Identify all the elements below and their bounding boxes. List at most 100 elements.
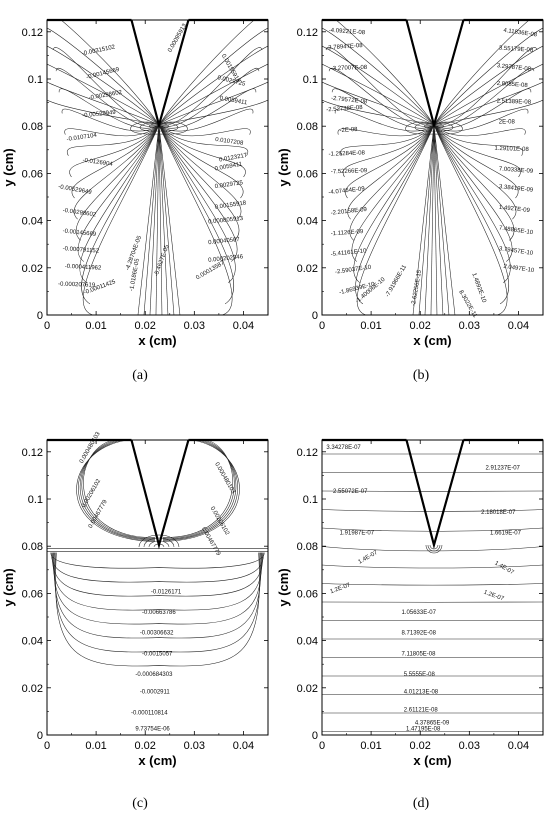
contour-label: 0.0059411 [214, 162, 243, 173]
contour-line [158, 124, 236, 283]
x-axis-label: x (cm) [413, 333, 451, 348]
contour-line [52, 47, 160, 126]
contour-line [412, 124, 435, 315]
electrode-wall [130, 439, 190, 550]
contour-label: 1.2E-07 [483, 590, 505, 603]
contour-label: 0.000805913 [208, 216, 244, 226]
contour-line [433, 124, 515, 241]
contour-label: 2.51389E-08 [497, 99, 532, 106]
contour-label: 2.91237E-07 [486, 466, 521, 472]
panel-c-plot: 0 0.01 0.02 0.03 0.04 0 0.02 0.04 0.06 0.08 0.1 0.1… [1, 431, 269, 768]
y-tick-label: 0.06 [297, 168, 318, 180]
contour-line [55, 552, 260, 667]
contour-label: -2.59037E-10 [335, 265, 372, 276]
y-tick-label: 0.12 [297, 27, 318, 39]
contour-label: 4.01213E-08 [404, 690, 439, 696]
contour-label: 0.00095913 [167, 22, 188, 53]
contour-line [158, 124, 240, 241]
contour-line [433, 125, 444, 315]
contour-label: 2.0497E-10 [503, 264, 535, 274]
x-tick-label: 0 [319, 320, 325, 332]
x-tick-label: 0 [44, 320, 50, 332]
contour-line [322, 564, 543, 569]
caption-a: (a) [132, 368, 148, 383]
caption-b: (b) [412, 368, 430, 383]
contour-label: -0.00298602 [62, 208, 97, 219]
contour-line [158, 68, 260, 127]
contour-line [143, 537, 175, 548]
contour-label: 1.05633E-07 [402, 610, 437, 616]
plot-frame [321, 19, 544, 316]
y-tick-label: 0.1 [28, 74, 43, 86]
contour-line [433, 124, 450, 315]
contour-label: -0.00306632 [140, 631, 174, 637]
contour-label: 0.000202346 [208, 254, 244, 264]
y-tick-label: 0.08 [297, 121, 318, 133]
contour-label: 9.73754E-06 [135, 727, 170, 733]
contour-line [322, 527, 543, 532]
contour-line [47, 99, 160, 126]
contour-line [162, 440, 237, 540]
contour-label: 2.8085E-08 [496, 81, 528, 89]
contour-label: -2E-08 [339, 127, 358, 134]
contour-line [322, 45, 435, 126]
contour-label: 0.0107208 [215, 137, 245, 147]
x-tick-label: 0.01 [85, 320, 106, 332]
x-tick-label: 0.01 [360, 740, 381, 752]
contour-line [81, 124, 160, 305]
contour-line [349, 124, 435, 241]
contour-line [433, 124, 517, 220]
contour-label: 3.29787E-08 [496, 63, 531, 73]
x-tick-label: 0.02 [410, 740, 431, 752]
contour-line [322, 99, 435, 126]
contour-line [143, 124, 160, 315]
contour-line [162, 440, 233, 538]
y-tick-label: 0.08 [297, 541, 318, 553]
y-tick-label: 0 [312, 310, 318, 322]
contour-label: 3.79457E-10 [499, 246, 535, 257]
caption-c: (c) [132, 796, 148, 811]
y-tick-label: 0 [37, 730, 43, 742]
contour-label: 2.55072E-07 [333, 489, 368, 495]
contour-line [162, 440, 240, 542]
contour-line [425, 545, 443, 554]
contour-line [60, 20, 160, 126]
contour-label: 0.0123217 [219, 153, 249, 164]
x-tick-label: 0.02 [135, 320, 156, 332]
contour-line [351, 124, 435, 262]
y-tick-label: 0.02 [297, 263, 318, 275]
x-axis-label: x (cm) [138, 753, 176, 768]
panel-b: 0 0.01 0.02 0.03 0.04 0 0.02 0.04 0.06 0.08 0.1 0.1… [275, 0, 550, 360]
contour-line [162, 440, 235, 539]
contour-label: -0.00529649 [58, 184, 93, 196]
x-tick-label: 0.03 [184, 320, 205, 332]
contour-label: 0.00155918 [214, 200, 247, 210]
y-tick-label: 0.04 [22, 636, 43, 648]
y-tick-label: 0.02 [22, 263, 43, 275]
contour-line [433, 124, 508, 315]
y-tick-label: 0.02 [22, 683, 43, 695]
contour-label: 2.18018E-07 [481, 510, 516, 516]
contour-label: -4.07464E-09 [328, 186, 365, 196]
contour-line [158, 121, 188, 135]
contour-line [433, 124, 510, 305]
x-tick-label: 0 [44, 740, 50, 752]
contour-line [322, 27, 435, 126]
contour-label: 0.0059411 [219, 96, 248, 107]
contour-line [158, 81, 268, 126]
contour-line [158, 20, 255, 126]
contour-line [325, 47, 435, 126]
contour-label: -0.00145669 [86, 67, 121, 81]
panel-c: 0 0.01 0.02 0.03 0.04 0 0.02 0.04 0.06 0.08 0.1 0.1… [0, 420, 275, 780]
contour-line [345, 124, 435, 199]
contour-line [158, 124, 233, 315]
contour-label: -0.0126171 [151, 589, 182, 595]
contour-label: -0.000411962 [65, 264, 103, 272]
contour-line [427, 544, 441, 552]
contour-line [158, 124, 244, 199]
contour-label: -4.09221E-08 [328, 28, 365, 37]
contour-line [77, 124, 160, 262]
x-tick-label: 0.01 [360, 320, 381, 332]
contour-label: -2.52738E-08 [326, 105, 363, 114]
contour-line [53, 552, 262, 639]
